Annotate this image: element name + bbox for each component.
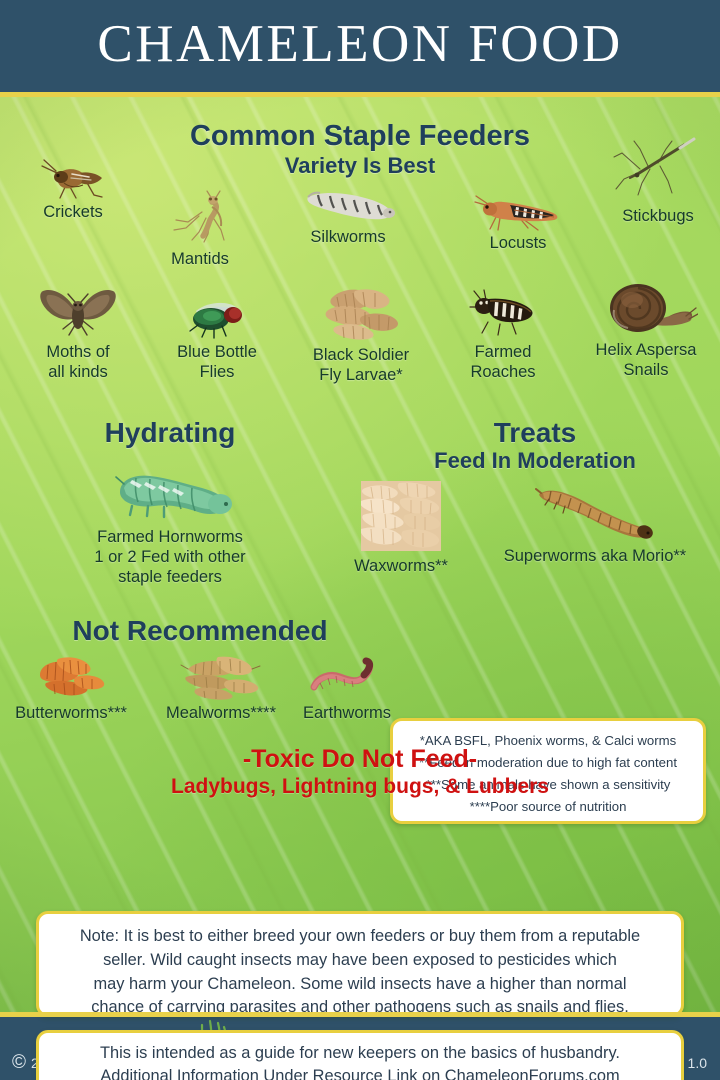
note-line-1: Note: It is best to either breed your ow… [79,927,641,945]
copyright-icon: © [12,1052,26,1073]
feeder-label-line1: Black Soldier [312,346,410,364]
guide-box: This is intended as a guide for new keep… [36,1030,684,1080]
leaf-vein-texture-secondary [0,97,720,1012]
treat-label: Waxworms** [354,557,448,575]
feeder-item-locusts: Locusts [455,190,581,254]
note-line-4: chance of carrying parasites and other p… [91,998,629,1017]
blue-bottle-fly-icon [178,295,256,341]
feeder-label-line1: Moths of [46,343,110,361]
hydrating-label-line2: 1 or 2 Fed with other [94,547,246,566]
superworm-icon [535,485,655,543]
legend-line-1: *AKA BSFL, Phoenix worms, & Calci worms [419,733,677,748]
butterworm-icon [32,653,110,701]
staple-heading: Common Staple Feeders [189,120,531,152]
feeder-item-blue-bottle-flies: Blue Bottle Flies [158,295,276,383]
cricket-icon [36,157,110,201]
note-line-2: seller. Wild caught insects may have bee… [103,950,617,969]
treats-subheading: Feed In Moderation [434,448,636,473]
roach-icon [462,289,544,341]
hydrating-label-line1: Farmed Hornworms [97,528,243,546]
feeder-label-line2: Snails [623,360,669,379]
feeder-item-moths: Moths of all kinds [20,285,136,383]
leaf-vein-texture [0,97,720,1012]
legend-line-4: ****Poor source of nutrition [469,798,627,814]
hydrating-item-hornworms: Farmed Hornworms 1 or 2 Fed with other s… [50,460,290,587]
hydrating-heading: Hydrating [104,417,236,448]
treat-label: Superworms aka Morio** [503,547,687,565]
hornworm-icon [102,460,238,522]
feeder-label: Locusts [489,234,547,252]
feeder-label: Crickets [43,203,103,221]
feeder-label: Stickbugs [622,207,694,225]
feeder-item-crickets: Crickets [18,157,128,223]
page-title: CHAMELEON FOOD [97,14,623,73]
moth-icon [33,285,123,341]
feeder-label: Silkworms [310,228,386,246]
feeder-item-mantids: Mantids [145,190,255,270]
guide-line-1: This is intended as a guide for new keep… [100,1044,620,1062]
not-recommended-heading: Not Recommended [72,615,328,646]
feeder-label-line2: Roaches [470,362,536,381]
treat-item-superworms: Superworms aka Morio** [470,485,720,567]
not-recommended-label: Mealworms**** [165,704,277,722]
feeder-item-bsf-larvae: Black Soldier Fly Larvae* [298,283,424,386]
feeder-label-line2: all kinds [48,362,108,381]
bsf-larvae-icon [313,283,409,345]
locust-icon [470,190,566,232]
not-recommended-item-butterworms: Butterworms*** [6,653,136,724]
footnote-legend-box: *AKA BSFL, Phoenix worms, & Calci worms … [390,718,706,824]
feeder-label: Mantids [171,250,229,268]
note-box: Note: It is best to either breed your ow… [36,911,684,1017]
legend-line-3: ***Some animals have shown a sensitivity [425,776,671,792]
silkworm-icon [294,187,402,225]
toxic-list: Ladybugs, Lightning bugs, & Lubbers [171,775,549,798]
feeder-item-silkworms: Silkworms [288,187,408,248]
guide-line-2[interactable]: Additional Information Under Resource Li… [100,1067,620,1080]
poster-header: CHAMELEON FOOD [0,0,720,92]
version-label: 1.0 [687,1055,707,1071]
treats-heading: Treats [493,417,577,448]
earthworm-icon [308,653,386,701]
leaf-background [0,97,720,1012]
feeder-label-line2: Flies [199,362,235,381]
feeder-label-line2: Fly Larvae* [319,365,403,384]
feeder-item-stickbugs: Stickbugs [600,135,716,227]
staple-subheading: Variety Is Best [284,153,436,178]
not-recommended-item-mealworms: Mealworms**** [146,653,296,724]
background-vignette [0,97,720,1012]
feeder-label-line1: Farmed [474,343,532,361]
legend-line-2: **Feed in moderation due to high fat con… [418,754,678,770]
mealworm-icon [178,653,264,701]
snail-icon [594,280,698,340]
not-recommended-item-earthworms: Earthworms [288,653,406,724]
feeder-item-snails: Helix Aspersa Snails [580,280,712,381]
treat-item-waxworms: Waxworms** [336,481,466,577]
stickbug-icon [610,135,706,205]
toxic-heading: -Toxic Do Not Feed- [242,745,478,773]
header-divider-rule [0,92,720,97]
mantis-icon [166,190,234,248]
poster-content: Common Staple Feeders Variety Is Best [0,97,720,1080]
hydrating-label-line3: staple feeders [118,567,222,586]
feeder-label-line1: Helix Aspersa [595,341,697,359]
feeder-item-roaches: Farmed Roaches [448,289,558,383]
feeder-label-line1: Blue Bottle [177,343,257,361]
footer-divider-rule [0,1012,720,1017]
not-recommended-label: Earthworms [302,704,392,722]
not-recommended-label: Butterworms*** [15,704,127,722]
waxworms-photo [361,481,441,551]
note-line-3: may harm your Chameleon. Some wild insec… [93,974,627,993]
